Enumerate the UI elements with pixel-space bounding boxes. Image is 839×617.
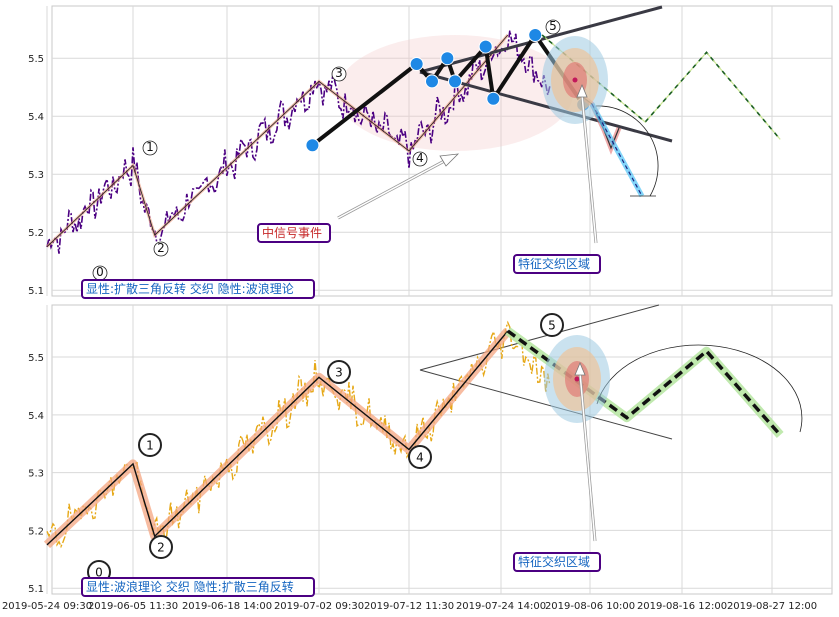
wave-label-4-circle xyxy=(408,445,432,469)
interweave-zone-label-box xyxy=(513,552,601,572)
zone-arrow-shaft-inner xyxy=(581,94,597,244)
triangle-pivot-point xyxy=(409,57,424,71)
wave-label-4: 4 xyxy=(416,450,424,464)
triangle-pivot-point xyxy=(478,39,493,54)
triangle-pivot-point xyxy=(305,138,320,153)
wave-line xyxy=(46,34,509,247)
top-panel-pattern-label-box xyxy=(81,279,315,299)
triangle-pivot-point xyxy=(425,74,439,89)
signal-event-label-box xyxy=(257,223,331,243)
y-tick-label: 5.4 xyxy=(28,411,44,422)
triangle-upper-line xyxy=(419,5,663,74)
wave-label-3: 3 xyxy=(335,365,343,379)
y-tick-label: 5.1 xyxy=(28,286,44,297)
wave-label-1-circle xyxy=(142,140,158,156)
zone-arrow-head xyxy=(574,361,586,376)
zone-arrow-head xyxy=(576,83,588,98)
wave-label-1: 1 xyxy=(146,438,154,452)
x-tick-label: 2019-08-06 10:00 xyxy=(545,601,635,612)
wave-line xyxy=(46,330,509,546)
wave-label-4: 4 xyxy=(416,151,424,165)
triangle-pivot-point xyxy=(486,91,501,106)
triangle-upper-line xyxy=(419,304,660,371)
wave-label-4-circle xyxy=(412,151,428,167)
x-tick-label: 2019-08-16 12:00 xyxy=(637,601,727,612)
y-tick-label: 5.4 xyxy=(28,112,44,123)
wave-label-2: 2 xyxy=(157,540,165,554)
triangle-pivot-point xyxy=(528,28,543,42)
wave-label-0: 0 xyxy=(95,565,103,579)
wave-label-5-circle xyxy=(540,313,564,337)
wave-label-5: 5 xyxy=(548,318,556,332)
wave-label-2-circle xyxy=(153,241,169,257)
triangle-pivot-point xyxy=(440,51,455,66)
y-tick-label: 5.3 xyxy=(28,469,44,480)
interweave-zone-label: 特征交织区域 xyxy=(518,256,590,271)
x-tick-label: 2019-07-24 14:00 xyxy=(456,601,546,612)
interweave-zone-label-box xyxy=(513,254,601,274)
wave-label-3-circle xyxy=(327,360,351,384)
wave-label-5-circle xyxy=(545,19,561,35)
x-tick-label: 2019-07-02 09:30 xyxy=(274,601,364,612)
zone-arrow-shaft-inner xyxy=(579,372,596,542)
triangle-pivot-point xyxy=(448,74,462,89)
interweave-zone-label: 特征交织区域 xyxy=(518,554,590,569)
projection-arc xyxy=(595,105,659,197)
y-tick-label: 5.2 xyxy=(28,228,44,239)
x-tick-label: 2019-06-05 11:30 xyxy=(88,601,178,612)
x-tick-label: 2019-08-27 12:00 xyxy=(727,601,817,612)
interweave-ellipse xyxy=(337,35,573,151)
feature-hotspot-center xyxy=(572,77,578,83)
wave-label-2: 2 xyxy=(157,241,165,255)
wave-label-0: 0 xyxy=(96,265,104,279)
triangle-lower-line xyxy=(419,70,673,143)
x-tick-label: 2019-07-12 11:30 xyxy=(364,601,454,612)
y-tick-label: 5.5 xyxy=(28,353,44,364)
bottom-panel-pattern-label: 显性:波浪理论 交织 隐性:扩散三角反转 xyxy=(86,579,294,594)
bottom-panel-pattern-label-box xyxy=(81,577,315,597)
wave-label-2-circle xyxy=(149,535,173,559)
y-tick-label: 5.2 xyxy=(28,526,44,537)
wave-label-3: 3 xyxy=(335,66,343,80)
wave-label-3-circle xyxy=(331,66,347,82)
x-tick-label: 2019-06-18 14:00 xyxy=(182,601,272,612)
signal-event-label: 中信号事件 xyxy=(262,225,322,240)
y-tick-label: 5.3 xyxy=(28,170,44,181)
wave-label-5: 5 xyxy=(549,19,557,33)
x-tick-label: 2019-05-24 09:30 xyxy=(2,601,92,612)
signal-arrow-head xyxy=(439,153,460,167)
y-tick-label: 5.5 xyxy=(28,54,44,65)
y-tick-label: 5.1 xyxy=(28,584,44,595)
top-panel-pattern-label: 显性:扩散三角反转 交织 隐性:波浪理论 xyxy=(86,281,294,296)
wave-label-1: 1 xyxy=(146,140,154,154)
wave-label-1-circle xyxy=(138,433,162,457)
signal-arrow-shaft-inner xyxy=(337,157,451,219)
feature-hotspot-center xyxy=(574,376,580,382)
projection-arc xyxy=(596,344,803,433)
decline-leg xyxy=(591,103,643,197)
